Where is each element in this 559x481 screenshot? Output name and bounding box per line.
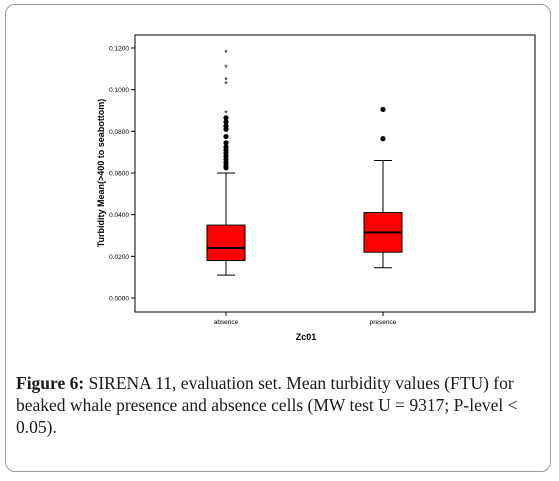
extreme-outlier-point: * (224, 109, 228, 119)
outlier-point (223, 119, 229, 125)
outlier-point (380, 106, 386, 113)
caption-text: SIRENA 11, evaluation set. Mean turbidit… (16, 373, 518, 437)
extreme-outlier-point: * (224, 63, 228, 73)
outlier-point (223, 115, 229, 121)
caption-label: Figure 6: (16, 373, 85, 393)
plot-area (134, 34, 536, 313)
boxes: ***** (206, 48, 403, 276)
x-axis-label: Zc01 (296, 332, 317, 342)
figure-caption: Figure 6: SIRENA 11, evaluation set. Mea… (16, 372, 544, 438)
y-tick-label: 0.0800 (109, 129, 129, 136)
x-tick-label: absence (214, 319, 239, 326)
extreme-outlier-point: * (224, 48, 228, 58)
y-tick-label: 0.1000 (109, 87, 129, 94)
x-axis: absence presence (214, 312, 397, 326)
y-axis: 0.0000 0.0200 0.0400 0.0600 0.0800 0.1000 0.12… (109, 46, 135, 303)
box-presence (363, 106, 403, 269)
extreme-outlier-point: * (224, 79, 228, 89)
x-tick-label: presence (370, 319, 397, 326)
box-iqr (206, 224, 246, 261)
y-tick-label: 0.0200 (109, 254, 129, 261)
y-tick-label: 0.0000 (109, 296, 129, 303)
outlier-point (223, 133, 229, 140)
box-plot-chart: 0.0000 0.0200 0.0400 0.0600 0.0800 0.1000 0.12… (96, 34, 536, 342)
outlier-point (223, 140, 229, 146)
extreme-outlier-point: * (224, 75, 228, 85)
y-axis-label: Turbidity Mean(>400 to seabottom) (96, 99, 106, 248)
outlier-point (223, 123, 229, 129)
y-tick-label: 0.0400 (109, 212, 129, 219)
outlier-point (380, 136, 386, 142)
box-absence: ***** (206, 48, 246, 276)
figure-frame (5, 4, 551, 472)
outlier-point (223, 144, 229, 150)
y-tick-label: 0.1200 (109, 46, 129, 53)
y-tick-label: 0.0600 (109, 171, 129, 178)
